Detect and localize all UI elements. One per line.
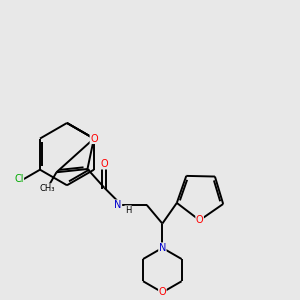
Text: O: O	[100, 159, 108, 169]
Text: H: H	[125, 206, 131, 215]
Text: N: N	[114, 200, 122, 210]
Text: O: O	[158, 287, 166, 297]
Text: Cl: Cl	[14, 174, 24, 184]
Text: O: O	[196, 215, 203, 225]
Text: O: O	[90, 134, 98, 144]
Text: CH₃: CH₃	[40, 184, 55, 193]
Text: N: N	[159, 243, 166, 253]
